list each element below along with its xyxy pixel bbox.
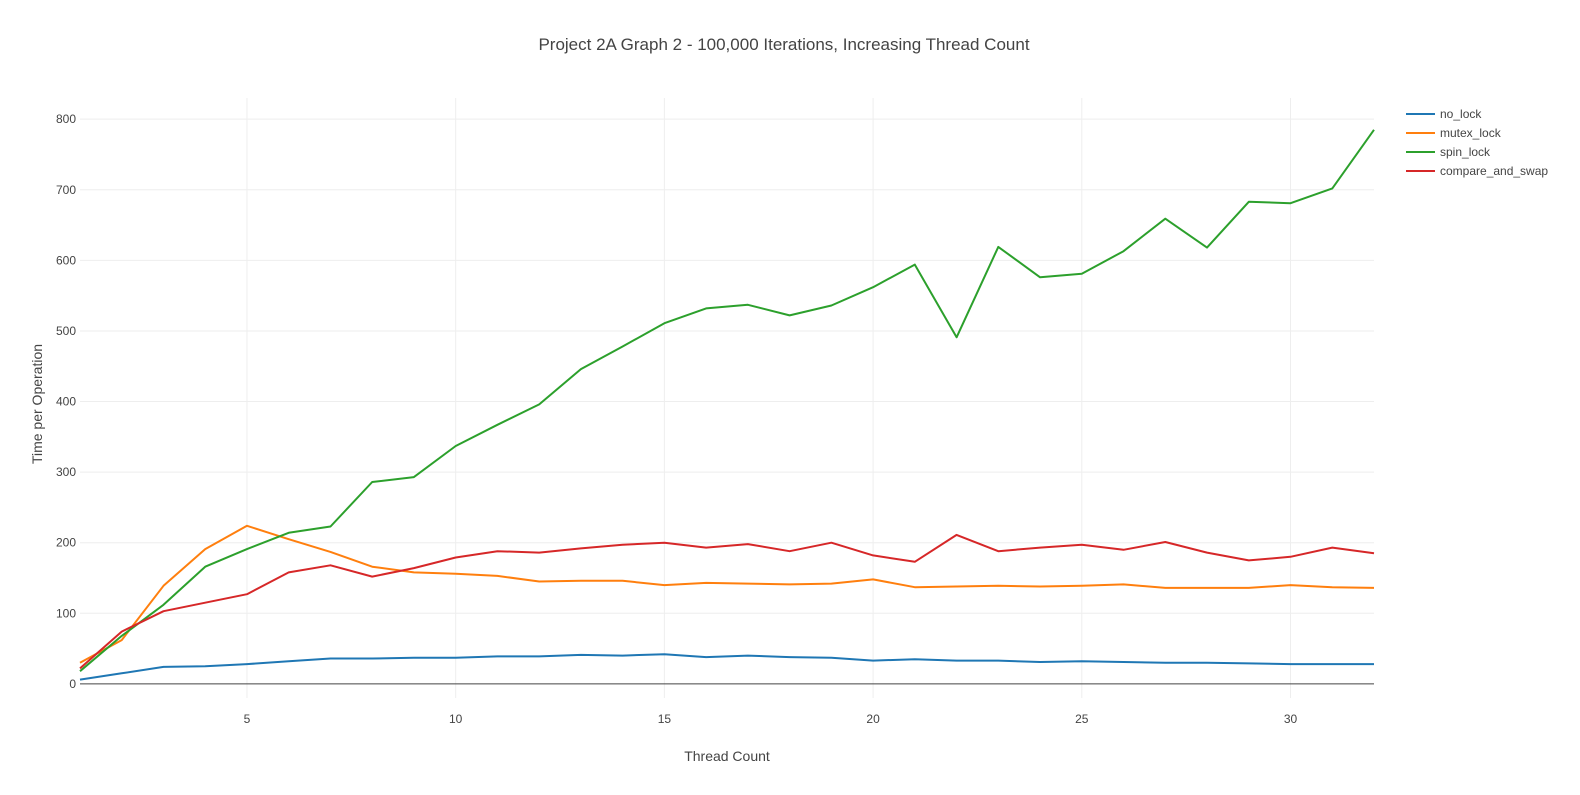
legend-label: no_lock: [1440, 107, 1482, 121]
x-tick-label: 30: [1284, 712, 1298, 726]
x-tick-label: 5: [244, 712, 251, 726]
x-tick-label: 15: [658, 712, 672, 726]
legend-label: spin_lock: [1440, 145, 1491, 159]
legend-label: mutex_lock: [1440, 126, 1502, 140]
x-tick-label: 25: [1075, 712, 1089, 726]
plot-series: [79, 129, 1375, 681]
y-tick-label: 800: [56, 112, 76, 126]
grid: [80, 98, 1374, 698]
x-axis-label: Thread Count: [684, 748, 770, 764]
series-line-mutex-lock: [79, 524, 1375, 664]
series-line-no-lock: [79, 653, 1374, 681]
y-tick-label: 600: [56, 253, 76, 267]
x-tick-label: 20: [866, 712, 880, 726]
series-line-spin-lock: [79, 129, 1375, 672]
y-tick-label: 200: [56, 536, 76, 550]
y-tick-label: 400: [56, 395, 76, 409]
y-axis-label: Time per Operation: [29, 344, 45, 464]
series-line-compare-and-swap: [79, 533, 1375, 670]
legend-item-mutex-lock[interactable]: mutex_lock: [1406, 126, 1502, 140]
y-tick-label: 300: [56, 465, 76, 479]
y-tick-label: 500: [56, 324, 76, 338]
y-tick-label: 0: [69, 677, 76, 691]
legend[interactable]: no_lock mutex_lock spin_lock compare_and_sw…: [1406, 107, 1548, 178]
legend-item-spin-lock[interactable]: spin_lock: [1406, 145, 1491, 159]
y-tick-label: 100: [56, 606, 76, 620]
legend-item-no-lock[interactable]: no_lock: [1406, 107, 1482, 121]
legend-label: compare_and_swap: [1440, 164, 1548, 178]
y-axis-ticks: 0 100 200 300 400 500 600 700 800: [56, 112, 76, 691]
x-axis-ticks: 5 10 15 20 25 30: [244, 712, 1298, 726]
legend-item-compare-and-swap[interactable]: compare_and_swap: [1406, 164, 1548, 178]
y-tick-label: 700: [56, 183, 76, 197]
chart-title: Project 2A Graph 2 - 100,000 Iterations,…: [538, 35, 1029, 54]
x-tick-label: 10: [449, 712, 463, 726]
